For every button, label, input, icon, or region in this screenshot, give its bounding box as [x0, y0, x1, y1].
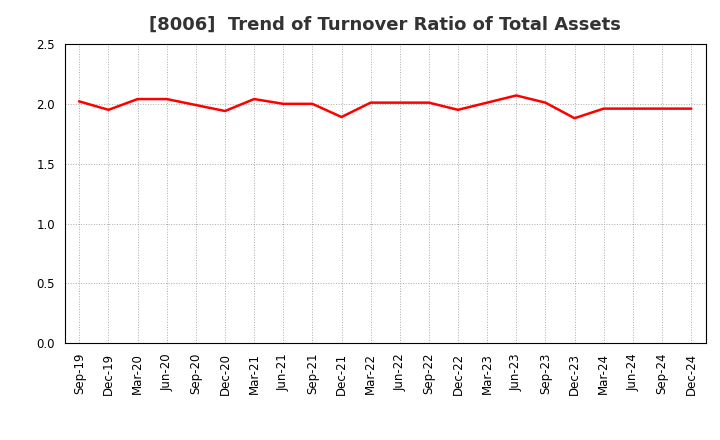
Title: [8006]  Trend of Turnover Ratio of Total Assets: [8006] Trend of Turnover Ratio of Total …	[149, 16, 621, 34]
